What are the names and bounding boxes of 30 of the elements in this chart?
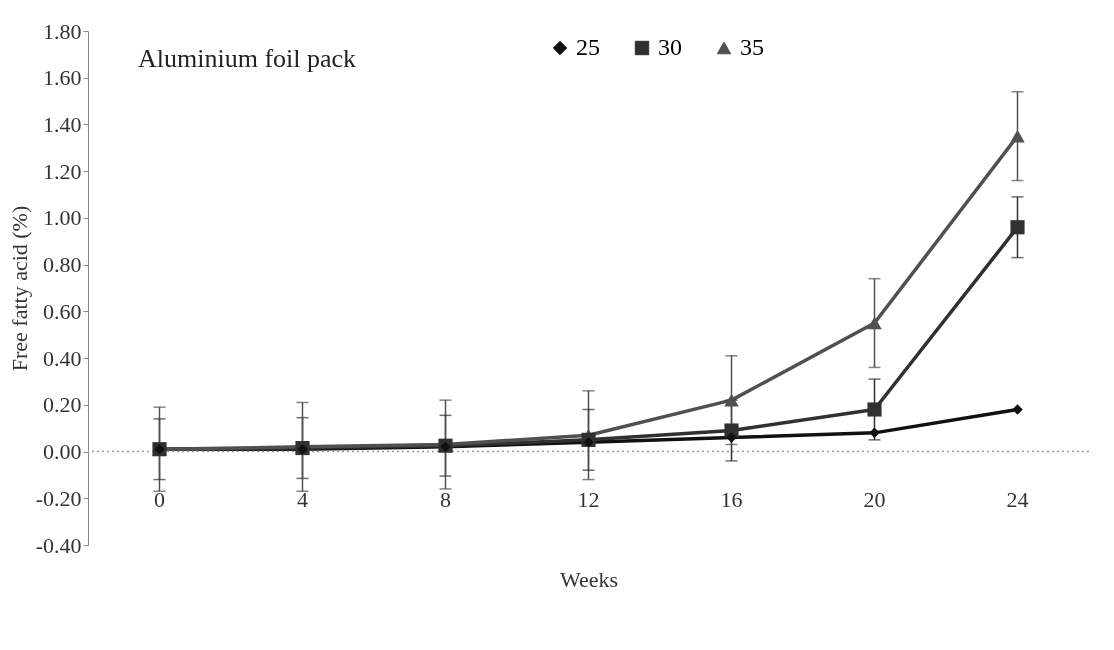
x-tick-label: 24 [1006, 486, 1029, 512]
y-tick-label: 1.00 [43, 205, 82, 231]
x-tick-label: 20 [863, 486, 886, 512]
annotation: Aluminium foil pack [138, 44, 357, 73]
y-tick-label: 0.00 [43, 439, 82, 465]
y-tick-label: 0.80 [43, 252, 82, 278]
point [724, 393, 739, 407]
y-axis-title: Free fatty acid (%) [6, 205, 32, 372]
x-tick-label: 8 [440, 486, 451, 512]
y-tick-label: 0.60 [43, 298, 82, 324]
y-tick-label: 1.20 [43, 158, 82, 184]
x-axis-title: Weeks [559, 566, 619, 592]
point [1010, 220, 1025, 235]
x-tick-label: 12 [577, 486, 600, 512]
point [1010, 129, 1025, 143]
x-tick-label: 16 [720, 486, 743, 512]
y-tick-label: 1.60 [43, 65, 82, 91]
y-tick-label: 1.40 [43, 111, 82, 137]
y-tick-label: -0.20 [35, 485, 82, 511]
legend-label: 30 [658, 34, 682, 60]
point [867, 402, 882, 417]
x-tick-label: 4 [297, 486, 308, 512]
y-tick-label: -0.40 [35, 532, 82, 558]
point [867, 316, 882, 330]
legend-label: 25 [576, 34, 600, 60]
y-tick-label: 0.40 [43, 345, 82, 371]
x-tick-label: 0 [154, 486, 165, 512]
legend-label: 35 [740, 34, 764, 60]
y-tick-label: 1.80 [43, 18, 82, 44]
y-tick-label: 0.20 [43, 392, 82, 418]
